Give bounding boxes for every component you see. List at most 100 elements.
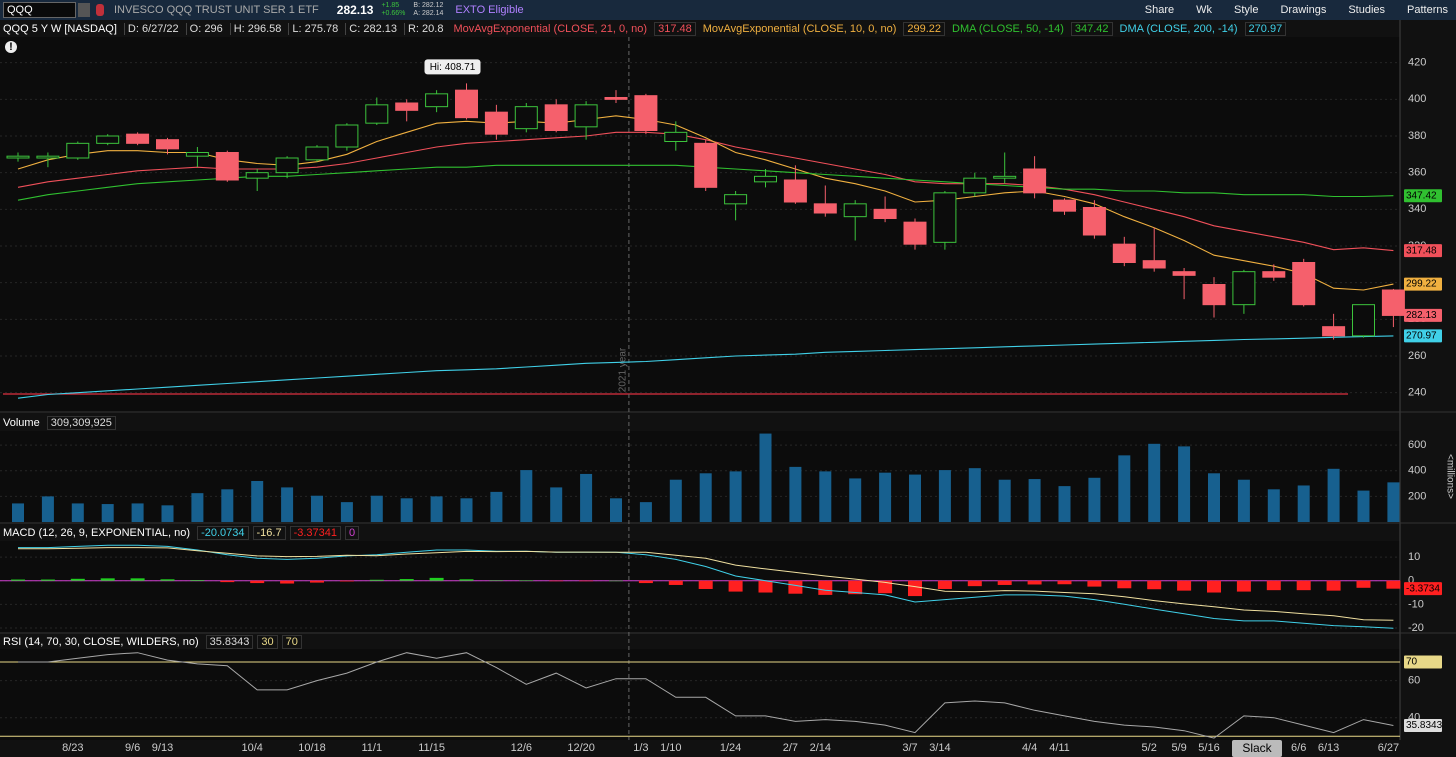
candle-body bbox=[843, 203, 867, 218]
axis-badge-label: 317.48 bbox=[1406, 245, 1437, 256]
y-tick-label: 600 bbox=[1408, 439, 1426, 451]
symbol-dropdown[interactable] bbox=[78, 3, 90, 17]
volume-bar bbox=[1178, 446, 1191, 522]
volume-bar bbox=[998, 479, 1011, 522]
volume-bar bbox=[968, 468, 981, 522]
legend-value: 0 bbox=[345, 525, 360, 540]
volume-bar bbox=[849, 478, 862, 522]
macd-hist bbox=[1296, 580, 1311, 591]
ohlc-info: O: 296 bbox=[185, 22, 226, 35]
macd-hist bbox=[1326, 580, 1341, 591]
y-tick-label: 10 bbox=[1408, 551, 1420, 563]
macd-hist bbox=[609, 580, 623, 582]
x-tick-label: 11/1 bbox=[362, 742, 383, 754]
volume-bar bbox=[191, 493, 204, 522]
candle-body bbox=[156, 139, 179, 150]
rsi-line bbox=[18, 652, 1394, 739]
x-tick-label: 1/3 bbox=[633, 742, 648, 754]
info-icon[interactable] bbox=[5, 41, 17, 53]
candle-body bbox=[754, 175, 777, 183]
candle-body bbox=[1053, 199, 1076, 212]
y-tick-label: 320 bbox=[1408, 240, 1426, 252]
macd-line bbox=[18, 544, 1394, 629]
volume-bar bbox=[580, 473, 593, 522]
legend-level: 30 bbox=[257, 634, 278, 649]
panel-title: RSI (14, 70, 30, CLOSE, WILDERS, no) bbox=[3, 635, 199, 648]
candle-body bbox=[36, 155, 60, 159]
volume-bar bbox=[520, 470, 533, 522]
volume-bar bbox=[1357, 490, 1370, 522]
candle-body bbox=[1232, 271, 1256, 306]
x-tick-label: 1/10 bbox=[660, 742, 681, 754]
menu-item[interactable]: Wk bbox=[1196, 4, 1212, 16]
macd-hist bbox=[1027, 580, 1042, 585]
axis-badge-label: 299.22 bbox=[1406, 279, 1437, 290]
candle-body bbox=[783, 179, 807, 203]
legend-value: 299.22 bbox=[903, 21, 946, 36]
menu-item[interactable]: Drawings bbox=[1280, 4, 1327, 16]
candle-body bbox=[873, 208, 897, 219]
macd-hist bbox=[638, 580, 653, 584]
axis-badge bbox=[1404, 582, 1442, 596]
y-tick-label: 280 bbox=[1408, 313, 1426, 325]
rsi-header: RSI (14, 70, 30, CLOSE, WILDERS, no) 35.8… bbox=[0, 634, 302, 649]
candle-body bbox=[1262, 271, 1286, 278]
candle-body bbox=[724, 194, 748, 205]
legend-value: 317.48 bbox=[654, 21, 696, 36]
x-tick-label: 9/6 bbox=[125, 742, 140, 754]
axis-badge-label: 70 bbox=[1406, 657, 1418, 668]
exto-badge[interactable]: EXTO Eligible bbox=[455, 4, 524, 16]
volume-bar bbox=[281, 487, 294, 522]
volume-bar bbox=[1028, 479, 1041, 522]
menu-item[interactable]: Style bbox=[1234, 4, 1259, 16]
macd-hist bbox=[848, 580, 863, 595]
menu-item[interactable]: Share bbox=[1144, 4, 1175, 16]
volume-bar bbox=[41, 496, 54, 522]
macd-hist bbox=[100, 578, 115, 581]
x-tick-label: 12/6 bbox=[511, 742, 532, 754]
overlay-line bbox=[17, 164, 1394, 201]
x-tick-label: 4/4 bbox=[1022, 742, 1037, 754]
candle-body bbox=[1292, 262, 1316, 306]
menu-item[interactable]: Patterns bbox=[1407, 4, 1448, 16]
x-tick-label: 5/16 bbox=[1198, 742, 1219, 754]
ohlc-info: C: 282.13 bbox=[345, 22, 400, 35]
symbol-input[interactable]: QQQ bbox=[3, 2, 76, 18]
macd-hist bbox=[698, 580, 713, 589]
axis-badge-label: 35.8343 bbox=[1406, 720, 1443, 731]
legend-value: 270.97 bbox=[1244, 21, 1287, 36]
y-tick-label: 240 bbox=[1408, 387, 1426, 399]
legend-entry: DMA (CLOSE, 50, -14) bbox=[952, 22, 1064, 35]
macd-hist bbox=[160, 579, 175, 581]
volume-bar bbox=[340, 502, 353, 522]
overlay-line bbox=[17, 131, 1394, 252]
volume-bar bbox=[729, 471, 742, 522]
x-tick-label: 11/15 bbox=[418, 742, 445, 754]
candle-body bbox=[933, 192, 957, 243]
candle-body bbox=[365, 104, 389, 124]
description: INVESCO QQQ TRUST UNIT SER 1 ETF bbox=[114, 4, 319, 16]
alert-icon[interactable] bbox=[96, 4, 104, 16]
volume-bar bbox=[370, 495, 383, 522]
legend-level: 70 bbox=[281, 634, 302, 649]
x-tick-label: 3/14 bbox=[929, 742, 950, 754]
macd-hist bbox=[579, 580, 594, 582]
volume-bar bbox=[1387, 482, 1400, 522]
menu-item[interactable]: Studies bbox=[1348, 4, 1386, 16]
volume-current: 309,309,925 bbox=[46, 415, 116, 430]
tooltip: Slack bbox=[1232, 740, 1282, 757]
x-tick-label: 10/18 bbox=[298, 742, 326, 754]
last-price: 282.13 bbox=[336, 3, 374, 17]
macd-hist bbox=[788, 580, 803, 594]
candle-body bbox=[963, 177, 987, 194]
candle-body bbox=[395, 102, 419, 111]
axis-badge bbox=[1404, 718, 1442, 732]
y-tick-label: -20 bbox=[1408, 622, 1424, 634]
y-tick-label: 60 bbox=[1408, 674, 1420, 686]
x-tick-label: 4/11 bbox=[1049, 742, 1070, 754]
macd-hist bbox=[1177, 580, 1192, 591]
candle-body bbox=[514, 106, 538, 130]
legend-entry: DMA (CLOSE, 200, -14) bbox=[1119, 22, 1238, 35]
volume-bar bbox=[789, 466, 802, 522]
macd-hist bbox=[818, 580, 833, 595]
